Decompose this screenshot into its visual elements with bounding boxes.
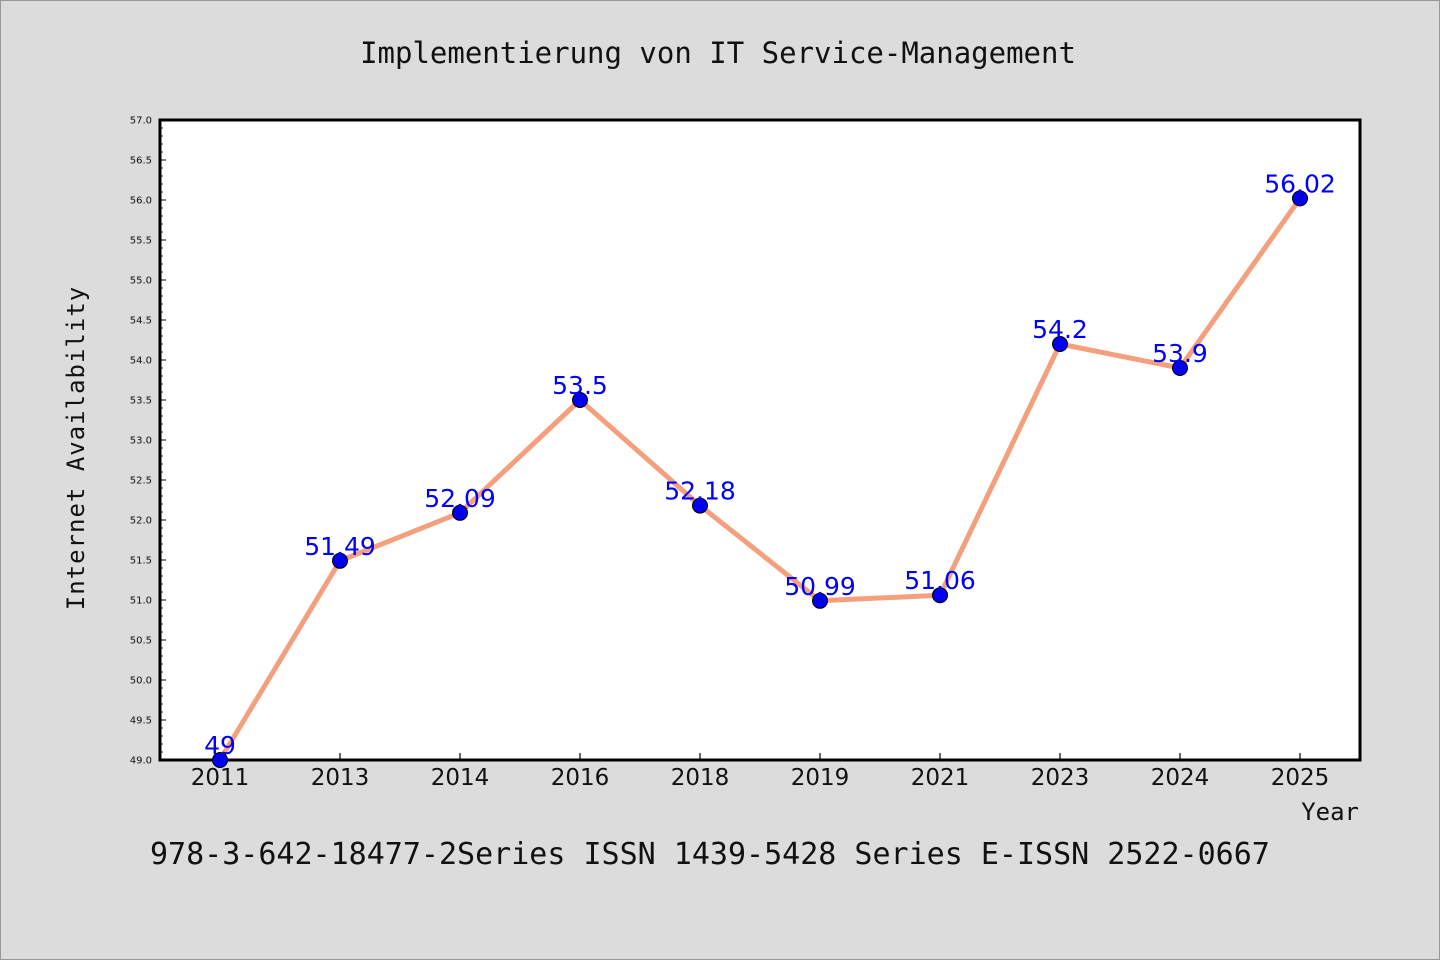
y-tick-label: 50.5 [130, 636, 152, 647]
x-tick-label: 2014 [431, 765, 490, 791]
data-point [1052, 336, 1068, 352]
y-tick-label: 49.5 [130, 716, 152, 727]
y-tick-label: 49.0 [130, 756, 152, 767]
data-point [692, 497, 708, 514]
data-label: 56.02 [1264, 169, 1336, 198]
y-tick-label: 57.0 [130, 116, 152, 127]
data-label: 52.09 [424, 484, 496, 513]
x-axis-ticks: 2011 2013 2014 2016 2018 2019 2021 2023 2024 2025 [191, 753, 1330, 791]
x-tick-label: 2024 [1151, 765, 1210, 791]
data-point [332, 552, 348, 569]
data-labels: 49 51.49 52.09 53.5 52.18 50.99 51.06 54.2 53.9 5… [204, 169, 1336, 760]
x-tick-label: 2013 [311, 765, 370, 791]
data-label: 53.5 [552, 371, 608, 400]
x-axis-label: Year [1301, 798, 1359, 826]
data-point [212, 752, 228, 768]
y-tick-label: 53.5 [130, 396, 152, 407]
data-label: 54.2 [1032, 315, 1088, 344]
y-tick-label: 54.0 [130, 356, 152, 367]
data-label: 50.99 [784, 572, 856, 601]
data-label: 52.18 [664, 477, 736, 506]
x-tick-label: 2018 [671, 765, 730, 791]
data-label: 49 [204, 731, 236, 760]
data-point [572, 392, 588, 408]
x-tick-label: 2011 [191, 765, 250, 791]
x-tick-label: 2023 [1031, 765, 1090, 791]
y-tick-label: 56.0 [130, 196, 152, 207]
x-tick-label: 2019 [791, 765, 850, 791]
y-tick-label: 52.5 [130, 476, 152, 487]
data-point [812, 592, 828, 609]
y-tick-label: 56.5 [130, 156, 152, 167]
y-tick-label: 53.0 [130, 436, 152, 447]
series-markers [212, 190, 1308, 768]
data-label: 51.49 [304, 532, 376, 561]
y-tick-label: 51.0 [130, 596, 152, 607]
y-axis-label: Internet Availability [62, 286, 90, 610]
y-tick-label: 55.5 [130, 236, 152, 247]
y-tick-label: 51.5 [130, 556, 152, 567]
x-tick-label: 2016 [551, 765, 610, 791]
data-label: 53.9 [1152, 339, 1208, 368]
y-tick-label: 50.0 [130, 676, 152, 687]
y-tick-label: 54.5 [130, 316, 152, 327]
data-point [932, 587, 948, 604]
data-point [1172, 360, 1188, 376]
y-axis-ticks: 49.0 49.5 50.0 50.5 51.0 51.5 52.0 52.5 53.0 53.5… [130, 116, 166, 767]
footer-text: 978-3-642-18477-2Series ISSN 1439-5428 S… [150, 837, 1270, 872]
y-tick-label: 52.0 [130, 516, 152, 527]
chart-title: Implementierung von IT Service-Managemen… [360, 36, 1076, 70]
y-tick-label: 55.0 [130, 276, 152, 287]
data-point [1292, 190, 1308, 207]
series-line [217, 195, 1303, 763]
data-label: 51.06 [904, 566, 976, 595]
plot-area [158, 118, 1362, 762]
x-tick-label: 2021 [911, 765, 970, 791]
x-tick-label: 2025 [1271, 765, 1330, 791]
data-point [452, 504, 468, 521]
